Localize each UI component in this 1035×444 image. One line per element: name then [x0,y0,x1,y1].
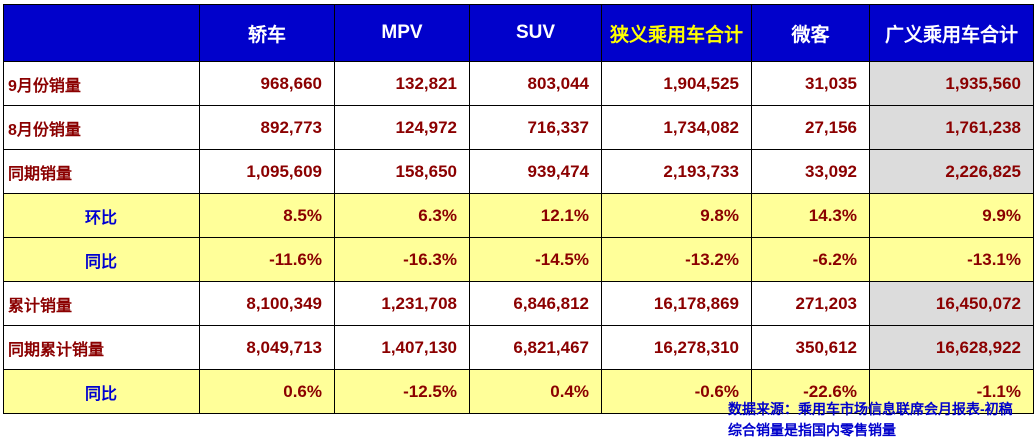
cell: 939,474 [469,149,602,194]
cell: 6,821,467 [469,325,602,370]
row-label: 8月份销量 [3,105,200,150]
cell: -6.2% [751,237,870,282]
col-header-narrow-pv-total: 狭义乘用车合计 [601,4,752,62]
table-row-same-period-sales: 同期销量 1,095,609 158,650 939,474 2,193,733… [3,149,1034,194]
row-label: 环比 [3,193,200,238]
row-label: 累计销量 [3,281,200,326]
row-label: 同比 [3,369,200,414]
cell: -0.6% [601,369,752,414]
cell: 27,156 [751,105,870,150]
cell: 0.4% [469,369,602,414]
cell: 33,092 [751,149,870,194]
cell: 9.8% [601,193,752,238]
cell: 2,193,733 [601,149,752,194]
cell: 8,100,349 [199,281,335,326]
cell: 14.3% [751,193,870,238]
cell: 124,972 [334,105,470,150]
cell: 350,612 [751,325,870,370]
corner-cell [3,4,200,62]
cell: -11.6% [199,237,335,282]
footer-notes: 数据来源：乘用车市场信息联席会月报表-初稿 综合销量是指国内零售销量 [728,399,1013,441]
col-header-microvan: 微客 [751,4,870,62]
row-label: 同期累计销量 [3,325,200,370]
cell: 1,761,238 [869,105,1034,150]
cell: 892,773 [199,105,335,150]
table-row-august-sales: 8月份销量 892,773 124,972 716,337 1,734,082 … [3,105,1034,150]
col-header-sedan: 轿车 [199,4,335,62]
data-source-note: 数据来源：乘用车市场信息联席会月报表-初稿 [728,401,1013,417]
cell: 132,821 [334,61,470,106]
col-header-suv: SUV [469,4,602,62]
cell: 16,278,310 [601,325,752,370]
cell: 1,231,708 [334,281,470,326]
col-header-broad-pv-total: 广义乘用车合计 [869,4,1034,62]
cell: -14.5% [469,237,602,282]
cell: 1,095,609 [199,149,335,194]
row-label: 9月份销量 [3,61,200,106]
table-row-mom-change: 环比 8.5% 6.3% 12.1% 9.8% 14.3% 9.9% [3,193,1034,238]
cell: 9.9% [869,193,1034,238]
cell: 1,904,525 [601,61,752,106]
cell: 8,049,713 [199,325,335,370]
row-label: 同期销量 [3,149,200,194]
cell: 12.1% [469,193,602,238]
cell: 1,407,130 [334,325,470,370]
cell: -13.2% [601,237,752,282]
table-row-same-period-cumulative-sales: 同期累计销量 8,049,713 1,407,130 6,821,467 16,… [3,325,1034,370]
table-row-yoy-change: 同比 -11.6% -16.3% -14.5% -13.2% -6.2% -13… [3,237,1034,282]
header-row: 轿车 MPV SUV 狭义乘用车合计 微客 广义乘用车合计 [3,4,1034,62]
cell: 16,628,922 [869,325,1034,370]
cell: 6,846,812 [469,281,602,326]
cell: 271,203 [751,281,870,326]
cell: -1.1% [869,369,1034,414]
cell: 6.3% [334,193,470,238]
cell: 0.6% [199,369,335,414]
cell: 716,337 [469,105,602,150]
vehicle-sales-table: 轿车 MPV SUV 狭义乘用车合计 微客 广义乘用车合计 9月份销量 968,… [3,4,1034,414]
cell: 1,734,082 [601,105,752,150]
row-label: 同比 [3,237,200,282]
table-row-cumulative-yoy-change: 同比 0.6% -12.5% 0.4% -0.6% -22.6% -1.1% [3,369,1034,414]
table-row-september-sales: 9月份销量 968,660 132,821 803,044 1,904,525 … [3,61,1034,106]
sales-definition-note: 综合销量是指国内零售销量 [728,422,896,438]
cell: 968,660 [199,61,335,106]
cell: -16.3% [334,237,470,282]
cell: 1,935,560 [869,61,1034,106]
cell: 158,650 [334,149,470,194]
cell: 31,035 [751,61,870,106]
table-row-cumulative-sales: 累计销量 8,100,349 1,231,708 6,846,812 16,17… [3,281,1034,326]
col-header-mpv: MPV [334,4,470,62]
cell: -12.5% [334,369,470,414]
cell: 8.5% [199,193,335,238]
cell: 16,178,869 [601,281,752,326]
cell: -13.1% [869,237,1034,282]
cell: 803,044 [469,61,602,106]
cell: -22.6% [751,369,870,414]
cell: 2,226,825 [869,149,1034,194]
cell: 16,450,072 [869,281,1034,326]
